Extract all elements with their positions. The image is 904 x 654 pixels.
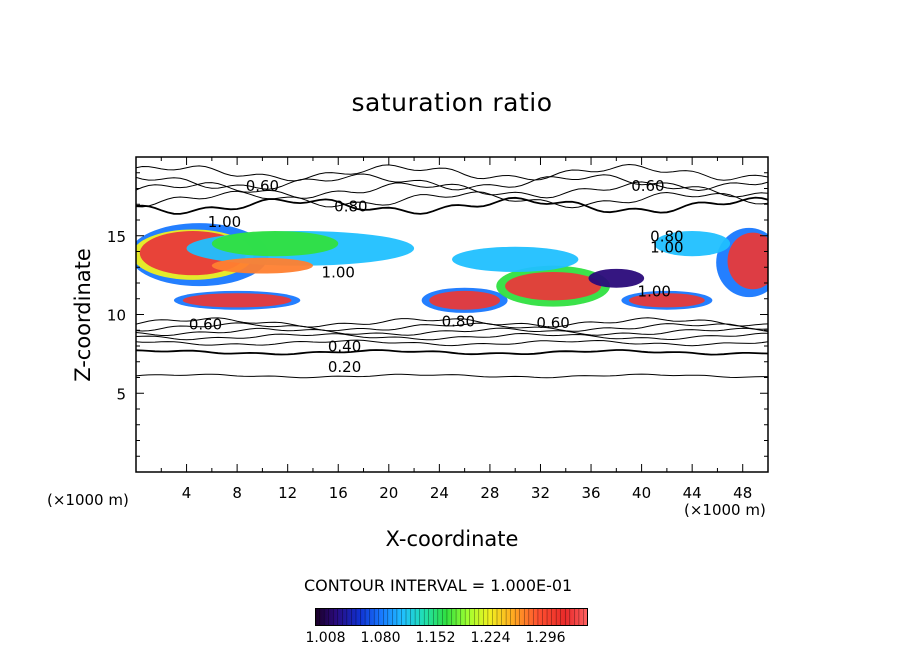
- saturation-patch: [505, 271, 602, 301]
- contour-labels: 0.600.801.001.000.600.801.001.000.60 0.80…: [189, 177, 684, 376]
- saturation-patch: [429, 290, 501, 310]
- saturation-patch: [727, 232, 768, 290]
- contour-line: [136, 349, 768, 356]
- contour-interval-label: CONTOUR INTERVAL = 1.000E-01: [304, 576, 573, 595]
- saturation-patch: [654, 231, 731, 257]
- contour-line: [136, 373, 768, 379]
- contour-label: 0.60: [631, 177, 664, 195]
- saturation-patch: [452, 246, 579, 272]
- contour-label: 1.00: [322, 264, 355, 282]
- contour-line: [136, 173, 768, 192]
- y-tick-label: 5: [116, 385, 126, 403]
- contour-line: [136, 317, 768, 328]
- contour-label: 1.00: [638, 282, 671, 300]
- contour-label: 0.60: [536, 314, 569, 332]
- contour-line: [136, 196, 768, 215]
- x-tick-label: 36: [581, 484, 600, 502]
- colorbar-tick-label: 1.152: [415, 630, 456, 646]
- contour-lines: [136, 163, 768, 379]
- contour-label: 0.80: [650, 227, 683, 245]
- contour-line: [136, 322, 768, 332]
- contour-line: [136, 181, 768, 199]
- contour-line: [136, 332, 768, 341]
- saturation-patch: [588, 268, 645, 288]
- x-tick-label: 24: [430, 484, 449, 502]
- saturation-patch: [211, 257, 313, 274]
- contour-label: 1.00: [650, 238, 683, 256]
- x-tick-label: 8: [232, 484, 242, 502]
- x-tick-label: 32: [531, 484, 550, 502]
- saturation-patch: [211, 231, 339, 257]
- x-tick-label: 12: [278, 484, 297, 502]
- x-tick-label: 44: [683, 484, 702, 502]
- x-tick-label: 40: [632, 484, 651, 502]
- colorbar-tick-label: 1.080: [360, 630, 401, 646]
- contour-label: 0.80: [442, 312, 475, 330]
- colorbar-labels: 1.008 1.080 1.152 1.224 1.296: [298, 630, 573, 646]
- colorbar-tick-label: 1.224: [470, 630, 511, 646]
- contour-line: [136, 163, 768, 182]
- contour-line: [136, 327, 768, 336]
- colorbar-tick-label: 1.296: [525, 630, 566, 646]
- y-axis-label: Z-coordinate: [71, 248, 95, 382]
- x-tick-label: 20: [379, 484, 398, 502]
- supersaturation-fill: [136, 223, 768, 313]
- x-unit-left: (×1000 m): [47, 491, 129, 509]
- contour-label: 0.60: [189, 316, 222, 334]
- contour-label: 0.40: [328, 338, 361, 356]
- colorbar-tick-label: 1.008: [305, 630, 346, 646]
- colorbar-ticks: [319, 608, 584, 626]
- chart-title: saturation ratio: [351, 88, 553, 117]
- y-tick-label: 15: [107, 228, 126, 246]
- x-tick-label: 16: [329, 484, 348, 502]
- x-tick-label: 28: [480, 484, 499, 502]
- contour-line: [136, 339, 768, 347]
- y-tick-label: 10: [107, 307, 126, 325]
- x-tick-label: 48: [733, 484, 752, 502]
- x-unit-right: (×1000 m): [684, 501, 766, 519]
- contour-line: [136, 190, 768, 209]
- x-axis-label: X-coordinate: [385, 527, 519, 551]
- saturation-patch: [628, 293, 705, 308]
- contour-label: 0.60: [246, 177, 279, 195]
- x-tick-label: 4: [182, 484, 192, 502]
- contour-label: 0.80: [334, 197, 367, 215]
- contour-label: 0.20: [328, 358, 361, 376]
- saturation-patch: [182, 293, 292, 308]
- contour-label: 1.00: [208, 213, 241, 231]
